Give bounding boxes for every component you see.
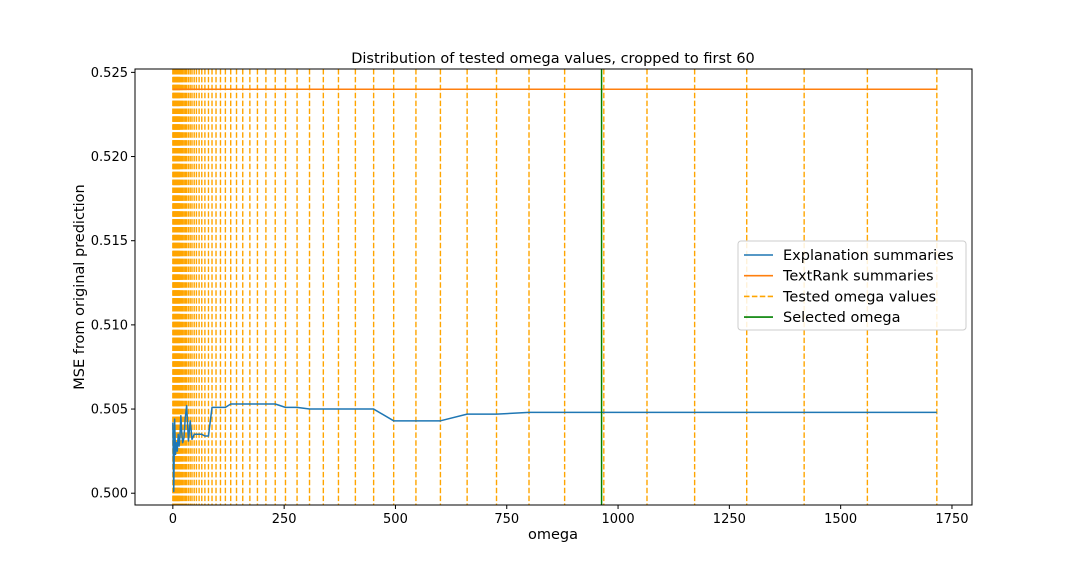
y-tick-label: 0.525: [91, 66, 128, 81]
y-tick-label: 0.500: [91, 487, 128, 502]
x-tick-label: 1250: [713, 512, 746, 527]
x-tick-label: 500: [383, 512, 408, 527]
plot-area-frame: [134, 68, 973, 506]
y-tick-label: 0.515: [91, 234, 128, 249]
x-tick-label: 250: [272, 512, 297, 527]
x-axis-title: omega: [528, 527, 578, 543]
y-tick-label: 0.510: [91, 318, 128, 333]
y-axis-title: MSE from original prediction: [72, 184, 88, 389]
legend-box: [737, 240, 967, 331]
series-lines: [172, 88, 937, 493]
legend-label: Selected omega: [783, 310, 900, 326]
y-tick-label: 0.520: [91, 150, 128, 165]
legend-label: Tested omega values: [782, 289, 936, 305]
chart-title: Distribution of tested omega values, cro…: [351, 51, 755, 67]
x-tick-label: 750: [494, 512, 519, 527]
y-tick-label: 0.505: [91, 403, 128, 418]
x-tick-label: 0: [169, 512, 177, 527]
y-axis: 0.500 0.505 0.510 0.515 0.520 0.525: [91, 66, 135, 502]
legend-label: Explanation summaries: [783, 248, 954, 264]
legend: Explanation summaries TextRank summaries T…: [737, 240, 967, 331]
x-tick-label: 1500: [824, 512, 857, 527]
legend-label: TextRank summaries: [782, 269, 934, 285]
x-axis: 0 250 500 750 1000 1250 1500 1750: [169, 505, 969, 527]
tested-omega-lines: [172, 69, 938, 505]
explanation-summaries-line: [172, 403, 937, 493]
x-tick-label: 1750: [935, 512, 968, 527]
x-tick-label: 1000: [602, 512, 635, 527]
